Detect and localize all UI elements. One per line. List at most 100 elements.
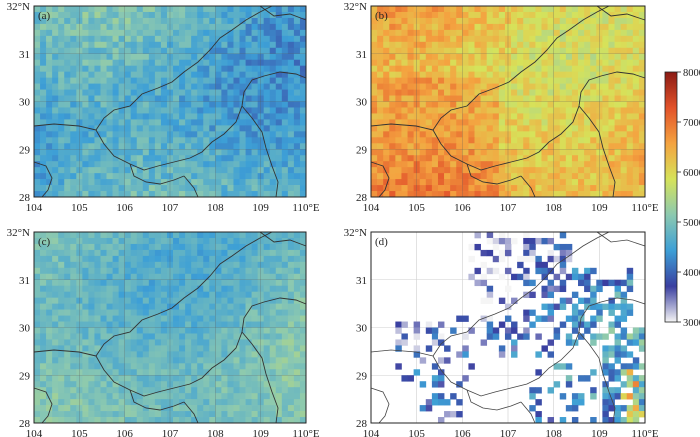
- grid-cell: [287, 59, 295, 67]
- grid-cell: [124, 315, 132, 322]
- grid-cell: [535, 315, 542, 322]
- grid-cell: [245, 95, 252, 102]
- grid-cell: [275, 113, 283, 120]
- grid-cell: [124, 273, 132, 281]
- grid-cell: [620, 83, 628, 90]
- grid-cell: [462, 113, 469, 120]
- grid-cell: [46, 375, 53, 382]
- grid-cell: [504, 185, 512, 192]
- grid-cell: [632, 125, 640, 132]
- grid-cell: [118, 119, 126, 126]
- grid-cell: [160, 95, 168, 102]
- grid-cell: [529, 309, 536, 316]
- grid-cell: [602, 149, 609, 156]
- grid-cell: [492, 267, 500, 275]
- grid-cell: [263, 339, 271, 346]
- grid-cell: [269, 77, 277, 84]
- grid-cell: [281, 315, 289, 322]
- grid-cell: [371, 131, 378, 138]
- y-tick-label: 32°N: [7, 227, 30, 239]
- grid-cell: [173, 71, 180, 78]
- grid-cell: [632, 327, 640, 334]
- grid-cell: [203, 321, 210, 328]
- grid-cell: [46, 77, 53, 84]
- grid-cell: [541, 71, 548, 78]
- grid-cell: [535, 411, 542, 418]
- grid-cell: [269, 249, 277, 257]
- grid-cell: [203, 71, 210, 78]
- grid-cell: [239, 369, 246, 376]
- grid-cell: [474, 89, 481, 96]
- grid-cell: [626, 131, 634, 138]
- grid-cell: [632, 65, 640, 73]
- grid-cell: [70, 285, 77, 293]
- grid-cell: [191, 339, 198, 346]
- y-tick-label: 30: [19, 97, 31, 109]
- grid-cell: [52, 375, 59, 382]
- grid-cell: [263, 119, 271, 126]
- grid-cell: [468, 179, 475, 186]
- colorbar-gradient: [664, 71, 678, 323]
- grid-cell: [535, 167, 542, 174]
- grid-cell: [486, 333, 494, 340]
- grid-cell: [596, 315, 603, 322]
- grid-cell: [450, 53, 457, 61]
- grid-cell: [578, 375, 585, 382]
- grid-cell: [166, 155, 174, 162]
- grid-cell: [100, 327, 107, 334]
- grid-cell: [52, 363, 59, 370]
- grid-cell: [517, 143, 524, 150]
- grid-cell: [578, 131, 585, 138]
- grid-cell: [142, 185, 150, 192]
- grid-cell: [437, 107, 445, 114]
- grid-cell: [227, 399, 234, 406]
- grid-cell: [124, 59, 132, 67]
- grid-cell: [154, 387, 162, 394]
- grid-cell: [565, 143, 573, 150]
- grid-cell: [511, 179, 518, 186]
- grid-cell: [584, 321, 591, 328]
- grid-cell: [136, 375, 144, 382]
- grid-cell: [269, 255, 277, 263]
- grid-cell: [70, 191, 77, 198]
- grid-cell: [578, 29, 585, 37]
- grid-cell: [565, 65, 573, 73]
- grid-cell: [614, 333, 621, 340]
- grid-cell: [40, 381, 47, 388]
- grid-cell: [287, 71, 295, 78]
- grid-cell: [203, 327, 210, 334]
- grid-cell: [299, 143, 307, 150]
- grid-cell: [191, 327, 198, 334]
- grid-cell: [52, 185, 59, 192]
- grid-cell: [46, 35, 53, 43]
- grid-cell: [547, 101, 555, 108]
- grid-cell: [227, 89, 234, 96]
- grid-cell: [166, 83, 174, 90]
- grid-cell: [76, 327, 83, 334]
- grid-cell: [160, 191, 168, 198]
- grid-cell: [425, 125, 433, 132]
- grid-cell: [456, 65, 463, 73]
- grid-cell: [209, 149, 216, 156]
- grid-cell: [413, 71, 421, 78]
- grid-cell: [626, 393, 634, 400]
- grid-cell: [431, 107, 439, 114]
- panel-d-grid-cells: [395, 232, 646, 424]
- grid-cell: [136, 285, 144, 293]
- grid-cell: [287, 155, 295, 162]
- grid-cell: [160, 125, 168, 132]
- grid-cell: [88, 237, 95, 245]
- grid-cell: [263, 351, 271, 358]
- grid-cell: [413, 321, 421, 328]
- grid-cell: [124, 363, 132, 370]
- grid-cell: [620, 149, 628, 156]
- grid-cell: [64, 161, 71, 168]
- grid-cell: [154, 6, 162, 13]
- grid-cell: [257, 411, 265, 418]
- grid-cell: [215, 393, 222, 400]
- grid-cell: [142, 113, 150, 120]
- grid-cell: [371, 83, 378, 90]
- grid-cell: [227, 237, 234, 245]
- grid-cell: [34, 285, 41, 293]
- grid-cell: [450, 155, 457, 162]
